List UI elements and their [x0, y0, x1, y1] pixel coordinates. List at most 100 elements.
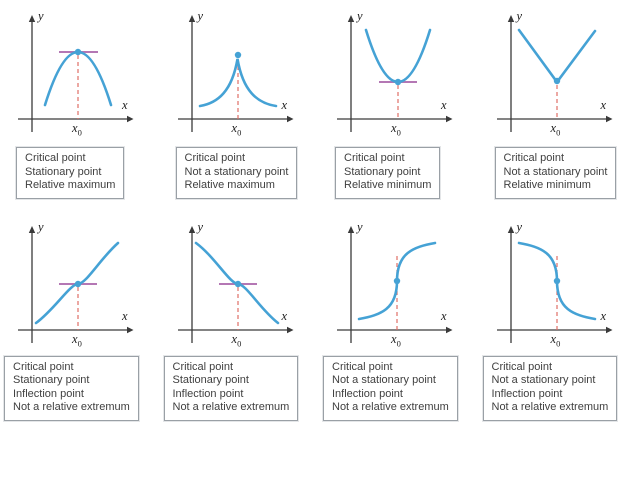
- critical-point-dot: [74, 280, 82, 287]
- caption-line: Critical point: [172, 360, 234, 373]
- x0-subscript: 0: [77, 127, 82, 138]
- y-axis-arrow-icon: [188, 225, 195, 233]
- caption-line: Not a relative extremum: [332, 401, 449, 413]
- caption-line: Critical point: [25, 152, 86, 164]
- caption-line: Relative minimum: [503, 179, 591, 191]
- x-axis-label: x: [281, 98, 288, 112]
- caption-box: Critical point Not a stationary point Re…: [175, 147, 298, 199]
- x-axis-label: x: [600, 308, 607, 323]
- x0-base: x: [391, 331, 397, 346]
- x0-base: x: [391, 121, 397, 135]
- x-axis-label: x: [600, 98, 607, 112]
- y-axis-arrow-icon: [507, 225, 514, 233]
- x-axis-label: x: [441, 308, 447, 323]
- y-axis-arrow-icon: [28, 15, 36, 22]
- y-axis-label: y: [38, 9, 44, 23]
- function-curve: [364, 28, 432, 83]
- caption-line: Not a relative extremum: [491, 401, 609, 413]
- x0-label: x0: [391, 331, 401, 348]
- critical-point-dot: [393, 277, 401, 284]
- caption-line: Critical point: [13, 360, 74, 373]
- panel-rising-inflection-horizontal-tangent: y x x0 Critical point Stationary point I…: [0, 213, 160, 421]
- caption-line: Inflection point: [332, 387, 403, 400]
- caption-line: Not a stationary point: [491, 374, 596, 386]
- caption-box: Critical point Not a stationary point In…: [482, 355, 618, 421]
- caption-line: Critical point: [332, 360, 393, 373]
- y-axis-arrow-icon: [347, 15, 355, 22]
- caption-line: Critical point: [491, 360, 553, 373]
- caption-line: Stationary point: [172, 374, 249, 386]
- x-axis-label: x: [122, 308, 128, 323]
- x0-label: x0: [72, 332, 82, 348]
- critical-point-dot: [553, 77, 560, 85]
- panel-falling-inflection-horizontal-tangent: y x x0 Critical point Stationary point I…: [160, 213, 320, 421]
- x0-label: x0: [391, 121, 401, 138]
- caption-line: Not a relative extremum: [172, 401, 290, 413]
- x-axis-arrow-icon: [605, 326, 612, 333]
- x0-subscript: 0: [556, 127, 561, 138]
- y-axis-label: y: [516, 219, 523, 234]
- y-axis-arrow-icon: [188, 15, 195, 22]
- graph-canvas: [18, 225, 134, 343]
- graph-canvas: [337, 225, 453, 343]
- caption-box: Critical point Not a stationary point In…: [323, 355, 458, 421]
- x0-subscript: 0: [77, 338, 82, 348]
- x0-label: x0: [231, 121, 242, 138]
- x-axis-arrow-icon: [605, 115, 612, 123]
- graph-canvas: [177, 15, 293, 132]
- caption-line: Critical point: [184, 152, 246, 164]
- function-curve: [198, 58, 277, 108]
- graph-canvas: [496, 225, 612, 343]
- caption-box: Critical point Stationary point Relative…: [335, 147, 441, 199]
- x0-subscript: 0: [237, 127, 242, 138]
- y-axis-arrow-icon: [507, 15, 514, 22]
- caption-line: Stationary point: [25, 165, 102, 178]
- graph-falling-inflection-vertical-tangent: y x x0: [479, 213, 638, 353]
- panel-falling-inflection-vertical-tangent: y x x0 Critical point Not a stationary p…: [479, 213, 638, 421]
- x-axis-arrow-icon: [286, 115, 293, 123]
- caption-line: Stationary point: [344, 165, 421, 178]
- x0-base: x: [231, 331, 238, 346]
- caption-line: Relative maximum: [25, 179, 116, 191]
- panel-rising-inflection-vertical-tangent: y x x0 Critical point Not a stationary p…: [319, 213, 479, 421]
- caption-box: Critical point Not a stationary point Re…: [494, 147, 617, 199]
- critical-point-dot: [74, 48, 82, 56]
- x0-base: x: [231, 121, 238, 135]
- figure-grid: y x x0 Critical point Stationary point R…: [0, 2, 638, 421]
- y-axis-arrow-icon: [347, 225, 355, 233]
- graph-rising-inflection-horizontal-tangent: y x x0: [0, 213, 159, 353]
- graph-canvas: [18, 15, 134, 132]
- caption-box: Critical point Stationary point Inflecti…: [163, 355, 299, 421]
- x0-base: x: [550, 331, 557, 346]
- y-axis-label: y: [38, 219, 44, 234]
- caption-line: Inflection point: [491, 387, 563, 400]
- x0-label: x0: [72, 122, 82, 138]
- caption-line: Not a stationary point: [503, 165, 608, 178]
- caption-box: Critical point Stationary point Inflecti…: [4, 355, 139, 421]
- x0-subscript: 0: [396, 127, 401, 138]
- caption-line: Stationary point: [13, 374, 90, 386]
- graph-canvas: [177, 225, 293, 343]
- graph-rising-inflection-vertical-tangent: y x x0: [319, 213, 478, 353]
- graph-cusp-relative-maximum: y x x0: [160, 2, 319, 142]
- x-axis-arrow-icon: [446, 326, 453, 333]
- x-axis-label: x: [441, 98, 447, 112]
- caption-line: Inflection point: [13, 387, 84, 400]
- y-axis-label: y: [197, 219, 204, 234]
- y-axis-label: y: [357, 219, 363, 234]
- caption-box: Critical point Stationary point Relative…: [16, 147, 125, 199]
- caption-line: Relative minimum: [344, 179, 432, 191]
- x0-base: x: [550, 121, 557, 135]
- y-axis-label: y: [197, 9, 204, 23]
- y-axis-label: y: [516, 9, 523, 23]
- x-axis-arrow-icon: [446, 115, 453, 123]
- critical-point-dot: [553, 277, 560, 284]
- x0-subscript: 0: [556, 338, 561, 348]
- x0-label: x0: [550, 331, 561, 348]
- graph-smooth-relative-minimum: y x x0: [319, 2, 478, 142]
- x-axis-arrow-icon: [127, 326, 134, 333]
- graph-corner-relative-minimum: y x x0: [479, 2, 638, 142]
- panel-smooth-relative-minimum: y x x0 Critical point Stationary point R…: [319, 2, 479, 199]
- x0-subscript: 0: [396, 338, 401, 348]
- x0-label: x0: [231, 331, 242, 347]
